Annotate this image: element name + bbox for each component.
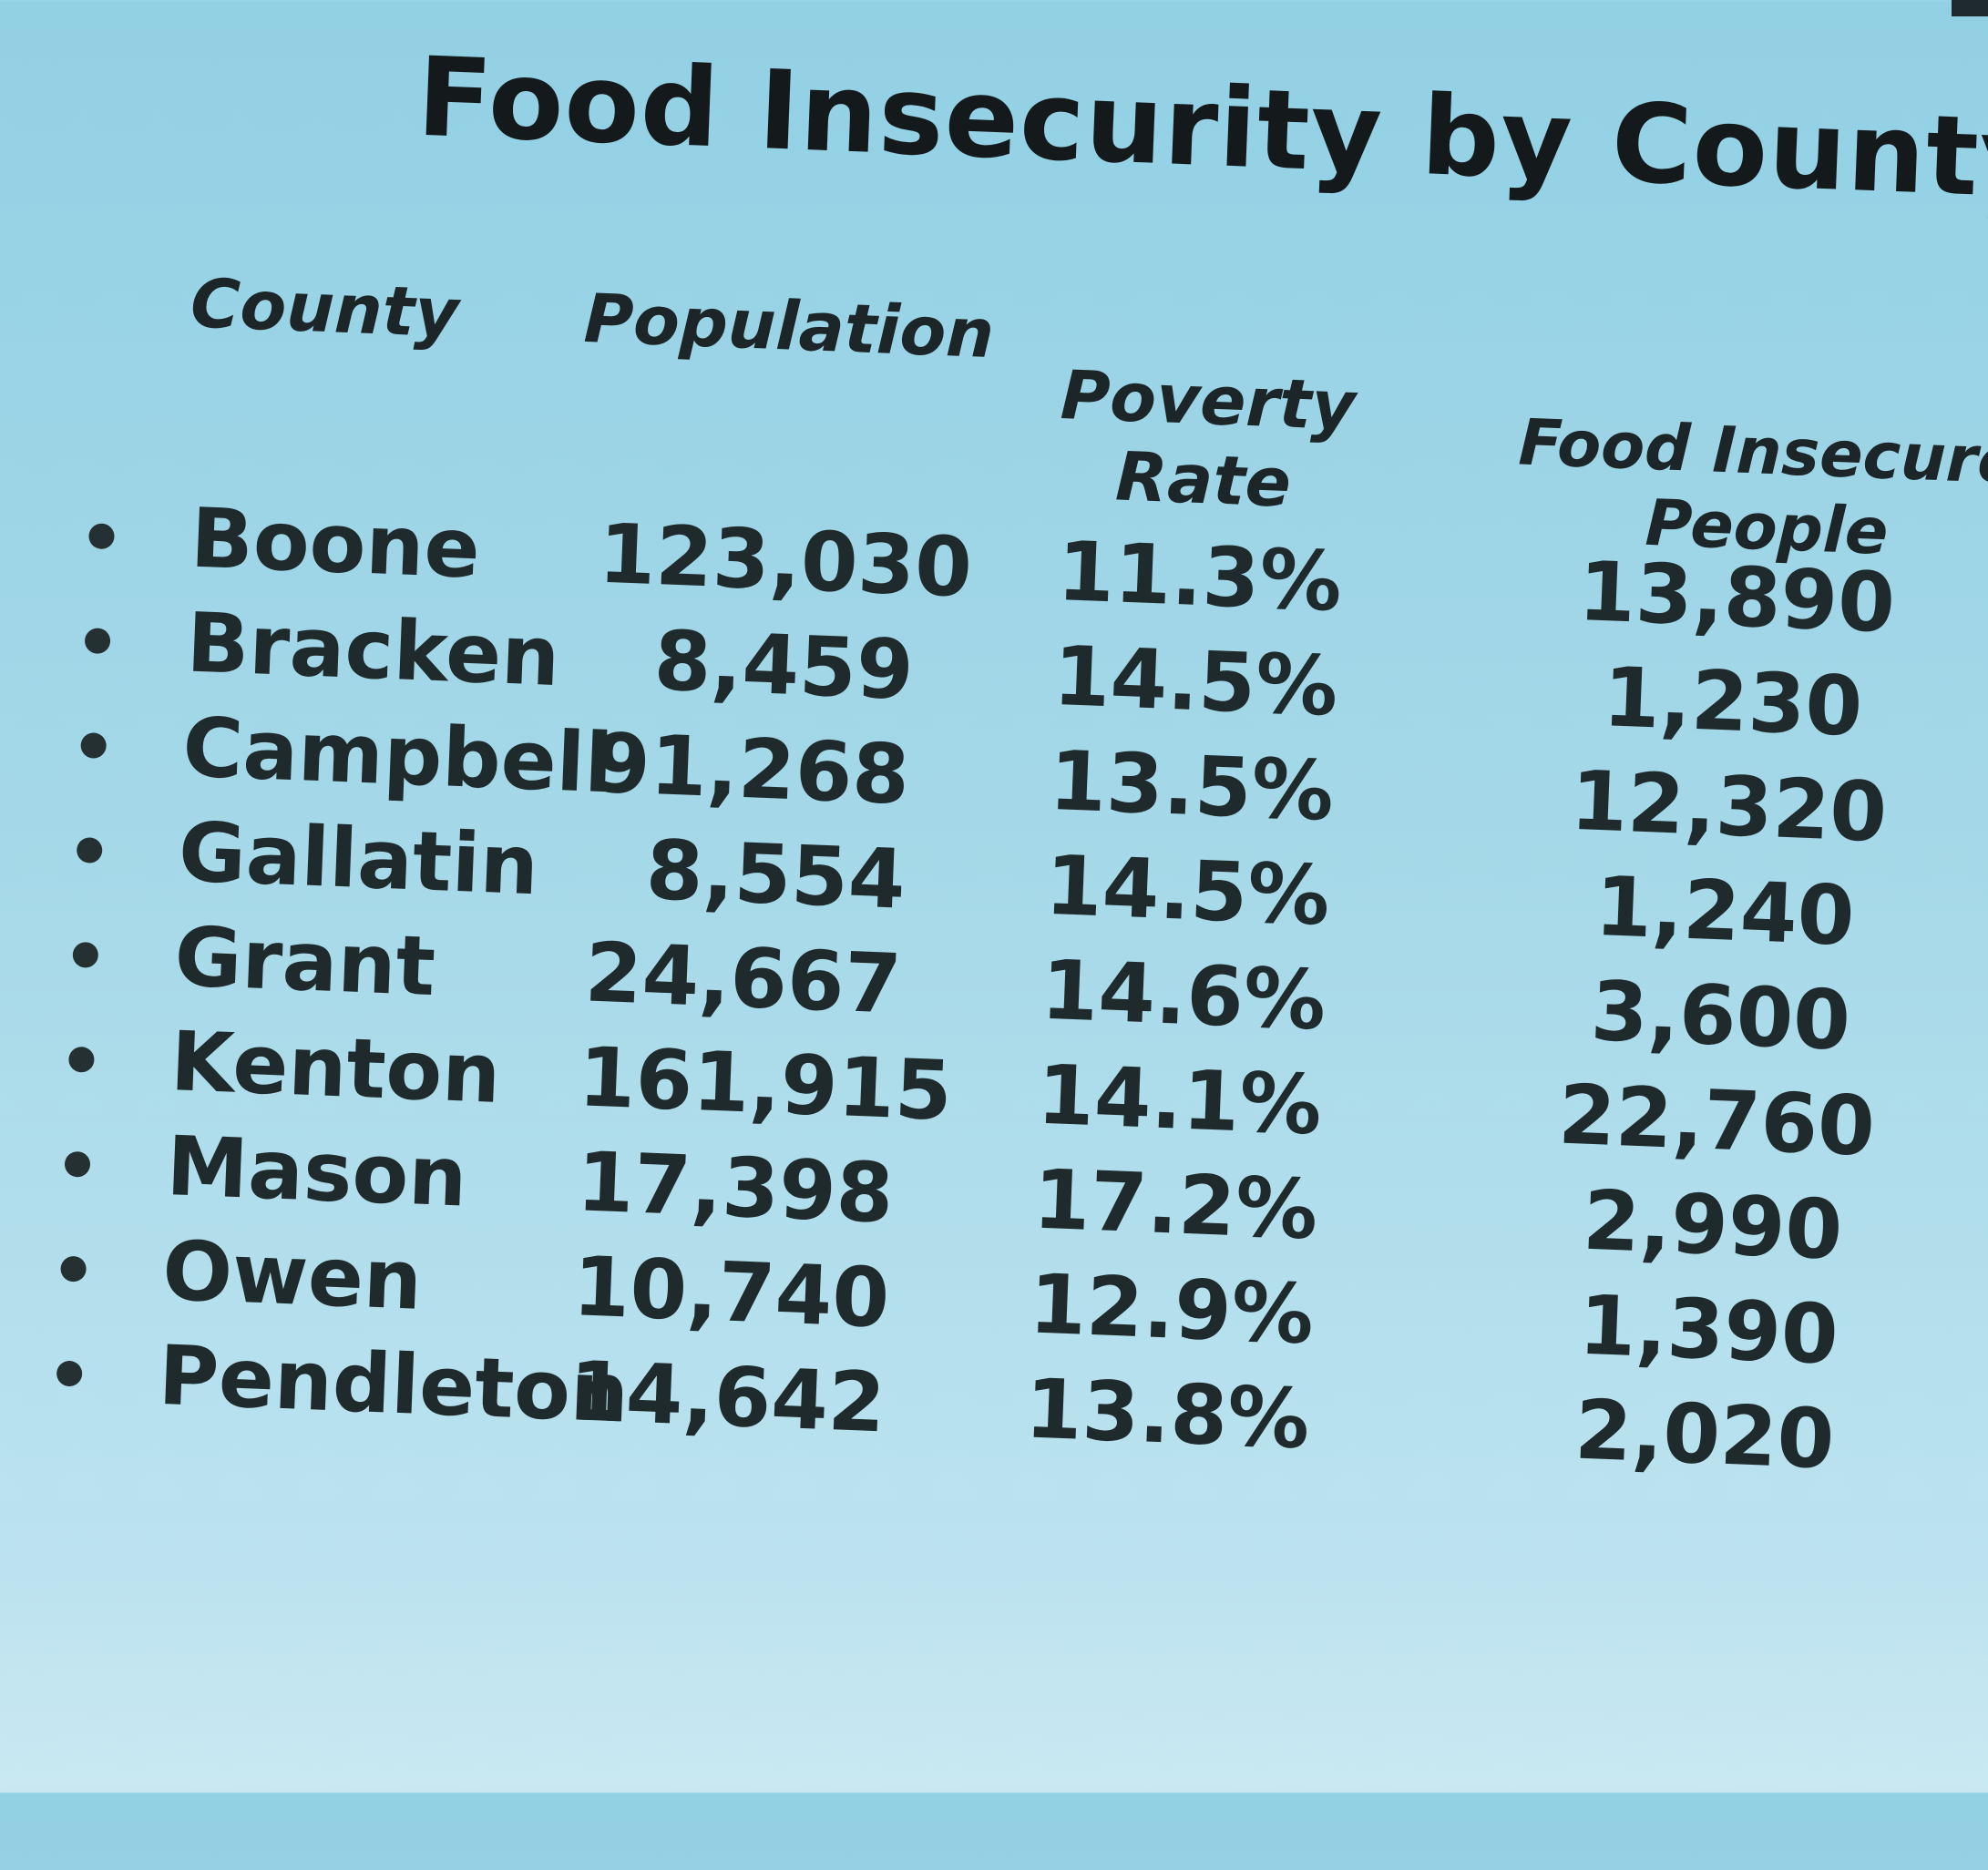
food-insecure-value: 1,240	[1593, 858, 1857, 965]
header-poverty-rate: Poverty Rate	[1056, 356, 1358, 526]
poverty-rate-value: 13.5%	[1047, 732, 1336, 840]
poverty-rate-value: 14.1%	[1035, 1047, 1324, 1154]
poverty-rate-value: 12.9%	[1027, 1256, 1316, 1364]
poverty-rate-value: 14.6%	[1039, 942, 1328, 1049]
population-value: 8,554	[644, 822, 907, 928]
bullet-icon	[76, 836, 103, 863]
county-name: Bracken	[185, 595, 562, 706]
bullet-icon	[72, 941, 99, 968]
poverty-rate-value: 14.5%	[1043, 837, 1332, 945]
food-insecure-value: 12,320	[1568, 752, 1889, 862]
bullet-icon	[87, 523, 116, 550]
county-name: Owen	[160, 1222, 425, 1329]
county-name: Kenton	[169, 1014, 503, 1122]
bullet-icon	[56, 1360, 83, 1387]
poverty-rate-value: 14.5%	[1051, 628, 1340, 735]
poverty-rate-value: 13.8%	[1023, 1361, 1312, 1468]
food-insecure-value: 2,020	[1573, 1382, 1837, 1488]
header-county: County	[189, 264, 460, 353]
header-population: Population	[582, 279, 996, 374]
food-insecure-value: 1,230	[1601, 649, 1865, 755]
header-poverty-line2: Rate	[1113, 437, 1293, 524]
population-value: 161,915	[577, 1029, 954, 1139]
screen-glare	[0, 1574, 1988, 1793]
population-value: 14,642	[567, 1344, 887, 1452]
food-insecure-value: 13,890	[1576, 544, 1897, 652]
population-value: 91,268	[590, 715, 912, 823]
population-value: 123,030	[597, 506, 974, 617]
county-name: Boone	[189, 490, 482, 598]
screen-edge	[1952, 0, 1988, 16]
food-insecure-value: 2,990	[1581, 1172, 1844, 1279]
population-value: 10,740	[570, 1239, 891, 1347]
food-insecure-value: 3,600	[1589, 963, 1852, 1069]
bullet-icon	[67, 1046, 95, 1073]
poverty-rate-value: 17.2%	[1031, 1151, 1320, 1259]
bullet-icon	[84, 628, 111, 655]
population-value: 24,667	[583, 925, 904, 1033]
bullet-icon	[60, 1255, 87, 1282]
bullet-icon	[64, 1150, 91, 1178]
food-insecure-value: 22,760	[1556, 1067, 1877, 1175]
county-name: Pendleton	[157, 1327, 631, 1442]
population-value: 17,398	[575, 1134, 896, 1242]
slide-title: Food Insecurity by County	[415, 34, 1988, 224]
header-poverty-line1: Poverty	[1059, 356, 1358, 446]
bullet-icon	[80, 732, 108, 760]
food-insecure-value: 1,390	[1577, 1277, 1840, 1384]
county-name: Mason	[164, 1119, 469, 1226]
county-name: Gallatin	[177, 804, 540, 915]
county-name: Grant	[172, 909, 437, 1016]
poverty-rate-value: 11.3%	[1055, 524, 1344, 630]
population-value: 8,459	[651, 613, 916, 719]
county-name: Campbell	[180, 700, 615, 812]
